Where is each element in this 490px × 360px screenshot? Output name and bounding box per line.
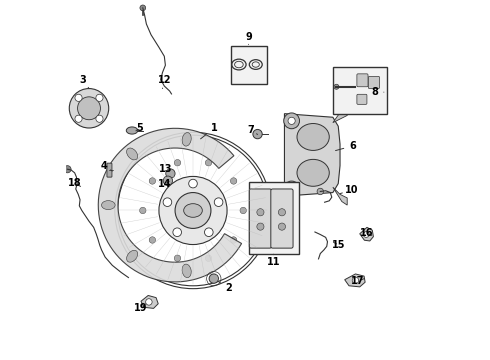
- Circle shape: [352, 277, 359, 284]
- Circle shape: [64, 166, 71, 173]
- Circle shape: [174, 159, 181, 166]
- Circle shape: [140, 207, 146, 214]
- Circle shape: [75, 94, 82, 102]
- Circle shape: [75, 115, 82, 122]
- Circle shape: [77, 97, 100, 120]
- Ellipse shape: [297, 123, 329, 150]
- Ellipse shape: [101, 201, 115, 210]
- Circle shape: [189, 179, 197, 188]
- Circle shape: [175, 193, 211, 228]
- Circle shape: [278, 223, 286, 230]
- Text: 1: 1: [200, 123, 218, 139]
- Circle shape: [240, 207, 246, 214]
- Circle shape: [174, 255, 181, 261]
- Polygon shape: [333, 187, 347, 205]
- Circle shape: [205, 255, 212, 261]
- Polygon shape: [285, 114, 340, 196]
- Circle shape: [284, 181, 299, 197]
- Text: 10: 10: [340, 185, 359, 195]
- Circle shape: [257, 223, 264, 230]
- Polygon shape: [360, 227, 373, 241]
- Ellipse shape: [182, 132, 191, 146]
- Circle shape: [257, 209, 264, 216]
- Text: 19: 19: [134, 303, 148, 314]
- Text: 4: 4: [101, 161, 112, 171]
- Circle shape: [288, 117, 295, 125]
- Text: 8: 8: [371, 87, 384, 97]
- Circle shape: [284, 113, 299, 129]
- Bar: [231, 46, 267, 84]
- Text: 2: 2: [219, 282, 232, 293]
- Text: 7: 7: [247, 125, 258, 135]
- Text: 16: 16: [360, 228, 374, 238]
- FancyBboxPatch shape: [357, 94, 367, 104]
- Text: 12: 12: [158, 75, 171, 89]
- Text: 13: 13: [159, 164, 172, 174]
- Ellipse shape: [126, 127, 138, 134]
- Polygon shape: [333, 108, 347, 123]
- Circle shape: [163, 176, 172, 185]
- Circle shape: [230, 237, 237, 243]
- Polygon shape: [98, 128, 242, 282]
- Circle shape: [159, 176, 227, 244]
- Circle shape: [278, 209, 286, 216]
- FancyBboxPatch shape: [249, 189, 271, 248]
- FancyBboxPatch shape: [357, 74, 368, 87]
- Circle shape: [364, 231, 369, 237]
- Ellipse shape: [184, 204, 202, 217]
- Circle shape: [204, 228, 213, 237]
- Circle shape: [149, 237, 156, 243]
- Circle shape: [214, 198, 223, 207]
- Circle shape: [205, 159, 212, 166]
- Bar: [248, 182, 299, 253]
- Polygon shape: [344, 274, 365, 287]
- Circle shape: [253, 130, 262, 139]
- FancyBboxPatch shape: [368, 76, 379, 89]
- FancyBboxPatch shape: [271, 189, 293, 248]
- Circle shape: [140, 5, 146, 11]
- Circle shape: [209, 274, 219, 283]
- Circle shape: [96, 94, 103, 102]
- Circle shape: [146, 299, 152, 305]
- Text: 11: 11: [267, 254, 280, 267]
- Circle shape: [96, 115, 103, 122]
- Circle shape: [288, 185, 295, 193]
- Text: 14: 14: [158, 179, 171, 189]
- Circle shape: [166, 169, 175, 178]
- Text: 17: 17: [351, 276, 365, 286]
- Text: 3: 3: [79, 75, 89, 89]
- Text: 6: 6: [336, 141, 356, 151]
- Ellipse shape: [297, 159, 329, 186]
- Circle shape: [230, 178, 237, 184]
- Circle shape: [69, 89, 109, 128]
- Circle shape: [149, 178, 156, 184]
- Text: 9: 9: [245, 32, 252, 44]
- Ellipse shape: [182, 264, 191, 278]
- Bar: [333, 67, 387, 114]
- Ellipse shape: [126, 250, 138, 262]
- Text: 18: 18: [68, 178, 81, 188]
- Circle shape: [173, 228, 181, 237]
- Circle shape: [334, 84, 339, 89]
- Text: 5: 5: [136, 123, 143, 133]
- FancyBboxPatch shape: [107, 163, 112, 177]
- Polygon shape: [141, 296, 158, 309]
- Circle shape: [163, 198, 172, 207]
- Ellipse shape: [126, 148, 138, 160]
- Text: 15: 15: [332, 240, 346, 250]
- Circle shape: [317, 188, 323, 195]
